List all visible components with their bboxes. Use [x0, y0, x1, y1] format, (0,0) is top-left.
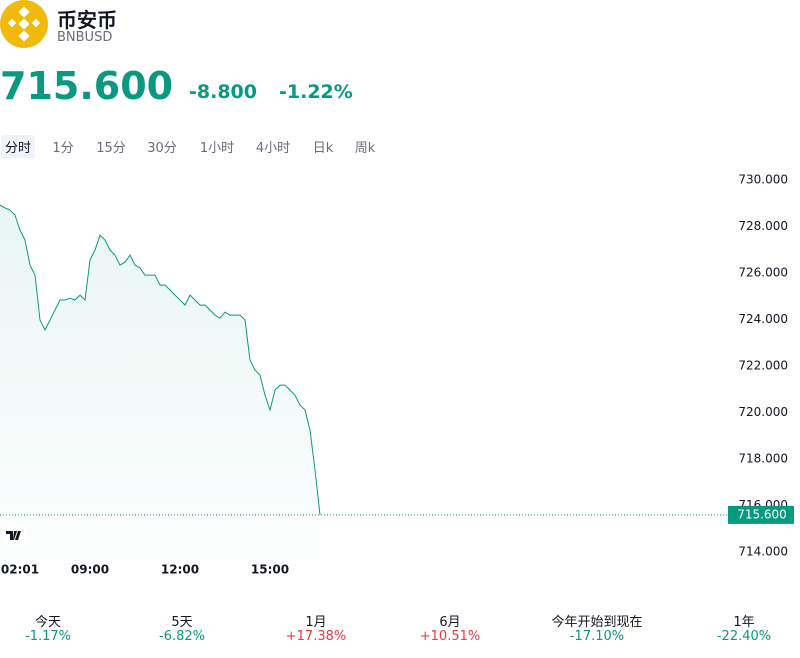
time-tab[interactable]: 4小时 [255, 141, 291, 156]
tradingview-logo [1, 523, 27, 549]
performance-value[interactable]: -1.17% [25, 629, 71, 644]
y-tick-label: 718.000 [738, 452, 788, 466]
area [0, 205, 320, 560]
y-tick-label: 728.000 [738, 219, 788, 233]
performance-value[interactable]: -6.82% [159, 629, 205, 644]
chart: 714.000716.000718.000720.000722.000724.0… [0, 0, 794, 577]
performance-value[interactable]: -17.10% [569, 629, 625, 644]
performance-value[interactable]: +17.38% [285, 629, 347, 644]
time-tab[interactable]: 15分 [96, 141, 126, 156]
change: -8.800 [189, 81, 257, 103]
price: 715.600 [0, 64, 174, 108]
time-tab[interactable]: 周k [354, 141, 376, 156]
last-price-label: 715.600 [737, 507, 787, 521]
performance-label[interactable]: 6月 [439, 615, 461, 630]
y-tick-label: 714.000 [738, 545, 788, 559]
performance-label[interactable]: 1月 [305, 615, 327, 630]
performance-label[interactable]: 今天 [34, 615, 62, 630]
performance-value[interactable]: +10.51% [419, 629, 481, 644]
change-percent: -1.22% [279, 81, 353, 103]
logo-mark [7, 6, 41, 42]
performance-label[interactable]: 今年开始到现在 [551, 615, 643, 630]
y-tick-label: 726.000 [738, 266, 788, 280]
y-tick-label: 724.000 [738, 312, 788, 326]
time-tab[interactable]: 日k [312, 141, 334, 156]
performance-label[interactable]: 5天 [171, 615, 193, 630]
time-tab[interactable]: 分时 [0, 135, 36, 158]
performance-label[interactable]: 1年 [733, 615, 755, 630]
y-tick-label: 720.000 [738, 405, 788, 419]
y-tick-label: 730.000 [738, 173, 788, 187]
last-price-tag [728, 505, 794, 524]
x-tick-label: 02:01 [1, 563, 39, 577]
asset-symbol: BNBUSD [57, 30, 113, 45]
x-tick-label: 15:00 [251, 563, 289, 577]
y-tick-label: 722.000 [738, 359, 788, 373]
time-tab[interactable]: 1小时 [199, 141, 235, 156]
asset-name: 币安币 [57, 8, 117, 32]
performance-value[interactable]: -22.40% [716, 629, 772, 644]
x-tick-label: 12:00 [161, 563, 199, 577]
time-tab[interactable]: 30分 [147, 141, 177, 156]
time-tab[interactable]: 1分 [52, 141, 74, 156]
x-tick-label: 09:00 [71, 563, 109, 577]
price-line [0, 204, 321, 515]
